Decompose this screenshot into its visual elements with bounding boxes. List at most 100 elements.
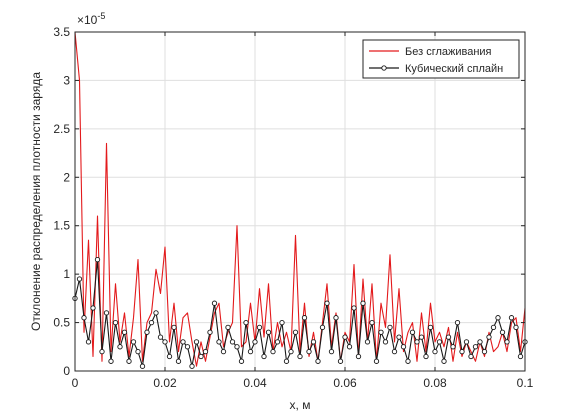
data-point: [171, 324, 177, 331]
data-point: [297, 353, 303, 360]
data-point: [144, 329, 150, 335]
data-point: [130, 339, 137, 345]
data-point: [103, 310, 110, 316]
data-point: [414, 339, 420, 345]
data-point: [454, 319, 461, 326]
data-point: [355, 353, 362, 360]
data-point: [441, 358, 447, 364]
y-tick-label: 1.5: [53, 219, 70, 233]
data-point: [193, 339, 200, 345]
data-point: [117, 344, 123, 350]
data-point: [400, 344, 407, 350]
data-point: [382, 339, 389, 345]
data-point: [252, 339, 258, 345]
data-point: [513, 324, 519, 331]
data-point: [346, 344, 353, 350]
y-axis-label: Отклонение распределения плотности заряд…: [29, 72, 43, 331]
data-point: [405, 358, 411, 364]
data-point: [373, 358, 380, 364]
data-point: [409, 329, 416, 335]
data-point: [499, 329, 506, 335]
data-point: [121, 329, 128, 335]
x-axis-label: x, м: [290, 398, 311, 412]
data-point: [166, 353, 173, 360]
data-point: [225, 324, 231, 331]
data-point: [369, 319, 375, 326]
data-point: [234, 344, 240, 350]
data-point: [315, 358, 321, 364]
y-exponent-power: -5: [97, 11, 105, 21]
data-point: [202, 348, 209, 355]
data-point: [481, 348, 488, 355]
data-point: [445, 334, 452, 340]
data-point: [396, 334, 402, 340]
data-point: [99, 348, 105, 355]
data-point: [490, 324, 497, 331]
data-point: [270, 348, 276, 355]
data-point: [306, 348, 312, 355]
data-point: [279, 319, 285, 326]
data-point: [76, 276, 83, 282]
data-point: [265, 329, 272, 335]
data-point: [459, 348, 465, 355]
data-point: [450, 344, 456, 350]
legend-marker: [381, 65, 387, 71]
data-point: [342, 334, 348, 340]
data-point: [216, 339, 222, 345]
data-point: [135, 348, 141, 355]
data-point: [292, 329, 299, 335]
data-point: [378, 329, 384, 335]
x-tick-label: 0.04: [243, 376, 267, 390]
data-point: [477, 339, 483, 345]
data-point: [495, 315, 501, 321]
data-point: [319, 324, 326, 331]
data-point: [247, 348, 254, 355]
x-tick-label: 0.08: [423, 376, 447, 390]
plot-frame: [74, 31, 526, 372]
plot-area: [75, 32, 525, 371]
data-point: [387, 324, 393, 331]
data-point: [180, 339, 186, 345]
data-point: [310, 339, 317, 345]
data-point: [243, 319, 249, 326]
data-point: [90, 305, 96, 311]
y-tick-label: 1: [63, 267, 70, 281]
series-2: [72, 256, 528, 369]
data-point: [220, 348, 227, 355]
data-point: [504, 339, 510, 345]
x-tick-label: 0.06: [333, 376, 357, 390]
data-point: [423, 353, 429, 360]
data-point: [418, 334, 425, 340]
data-point: [432, 348, 438, 355]
data-point: [162, 339, 168, 345]
series-layer: [72, 31, 528, 369]
data-point: [333, 315, 339, 321]
data-point: [261, 353, 267, 360]
data-point: [148, 319, 155, 326]
data-point: [364, 339, 371, 345]
data-point: [328, 348, 335, 355]
data-point: [256, 324, 263, 331]
y-tick-label: 2: [63, 170, 70, 184]
x-tick-label: 0.1: [517, 376, 534, 390]
data-point: [211, 300, 218, 306]
data-point: [517, 353, 524, 360]
data-point: [112, 319, 119, 326]
data-point: [508, 315, 515, 321]
data-point: [301, 315, 308, 321]
data-point: [85, 339, 92, 345]
y-tick-label: 0.5: [53, 316, 70, 330]
data-point: [337, 358, 344, 364]
data-point: [175, 358, 182, 364]
data-point: [436, 339, 443, 345]
data-point: [486, 334, 492, 340]
data-point: [184, 344, 191, 350]
data-point: [283, 358, 290, 364]
y-tick-label: 3: [63, 73, 70, 87]
y-tick-label: 0: [63, 364, 70, 378]
data-point: [463, 339, 470, 345]
data-point: [472, 344, 479, 350]
data-point: [153, 310, 159, 316]
data-point: [229, 339, 236, 345]
